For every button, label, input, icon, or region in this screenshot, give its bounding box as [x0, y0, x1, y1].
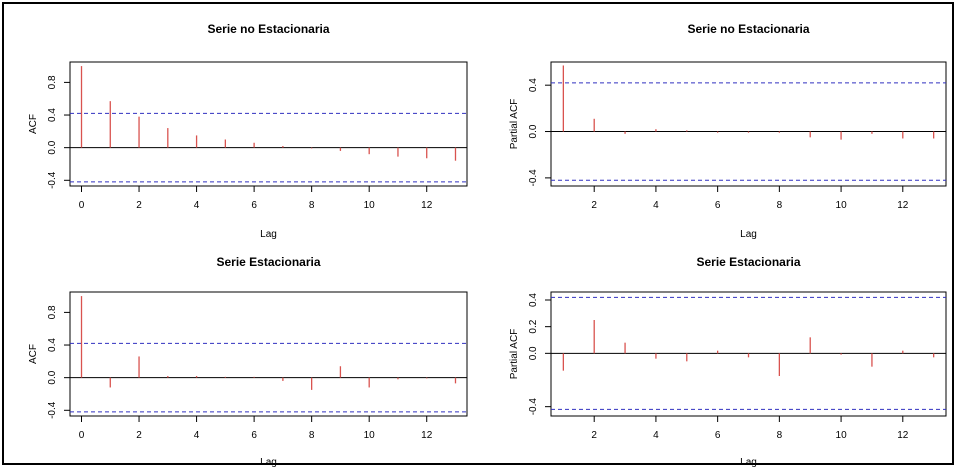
chart-panel-1: Serie no Estacionaria 0 2 4 6 8 10 12 -0.4 0.0 0.4… [28, 22, 468, 240]
chart-3-y-tick-label-3: 0.8 [47, 305, 58, 319]
chart-1-x-tick-label-10: 10 [364, 200, 376, 211]
chart-4-y-tick-label-0: -0.4 [528, 398, 539, 416]
chart-4-x-tick-label-8: 8 [777, 430, 783, 441]
chart-4-x-tick-label-6: 6 [715, 430, 721, 441]
chart-2-plot-box [550, 61, 947, 187]
chart-2-x-tick-label-10: 10 [836, 200, 848, 211]
chart-1-x-tick-label-4: 4 [194, 200, 200, 211]
chart-3-x-tick-label-8: 8 [309, 430, 315, 441]
chart-2-x-tick-label-6: 6 [715, 200, 721, 211]
chart-1-x-axis-label: Lag [260, 229, 277, 240]
chart-3-y-tick-label-1: 0.0 [47, 370, 58, 384]
chart-4-title: Serie Estacionaria [696, 255, 800, 269]
chart-2-y-axis-label: Partial ACF [509, 99, 520, 150]
chart-1-x-tick-label-0: 0 [79, 200, 85, 211]
chart-2-x-axis-label: Lag [740, 229, 757, 240]
chart-3-y-axis-label: ACF [28, 344, 39, 364]
chart-4-x-tick-label-12: 12 [897, 430, 909, 441]
chart-3-x-tick-label-6: 6 [251, 430, 257, 441]
chart-4-y-axis-label: Partial ACF [509, 329, 520, 380]
chart-3-x-tick-label-0: 0 [79, 430, 85, 441]
chart-4-y-tick-label-1: 0.0 [528, 346, 539, 360]
chart-4-x-axis-label: Lag [740, 457, 757, 468]
chart-1-x-tick-label-12: 12 [421, 200, 433, 211]
chart-4-x-tick-label-4: 4 [653, 430, 659, 441]
chart-4-x-tick-label-2: 2 [591, 430, 597, 441]
chart-1-title: Serie no Estacionaria [207, 22, 329, 36]
chart-3-x-tick-label-12: 12 [421, 430, 433, 441]
chart-3-title: Serie Estacionaria [216, 255, 320, 269]
chart-2-y-tick-label-2: 0.4 [528, 78, 539, 92]
chart-1-y-tick-label-0: -0.4 [47, 171, 58, 189]
chart-2-y-tick-label-0: -0.4 [528, 169, 539, 187]
chart-2-x-tick-label-12: 12 [897, 200, 909, 211]
figure-frame [2, 2, 954, 465]
chart-4-y-tick-label-3: 0.4 [528, 293, 539, 307]
chart-1-y-tick-label-3: 0.8 [47, 75, 58, 89]
chart-2-y-tick-label-1: 0.0 [528, 124, 539, 138]
chart-2-x-tick-label-2: 2 [591, 200, 597, 211]
chart-4-plot-box [550, 291, 947, 417]
chart-1-y-axis-label: ACF [28, 114, 39, 134]
chart-4-x-tick-label-10: 10 [836, 430, 848, 441]
chart-3-plot-box [69, 291, 468, 417]
chart-panel-3: Serie Estacionaria 0 2 4 6 8 10 12 -0.4 0.0 0.4 0.8… [28, 255, 468, 468]
chart-3-y-tick-label-2: 0.4 [47, 338, 58, 352]
chart-2-x-tick-label-4: 4 [653, 200, 659, 211]
chart-panel-2: Serie no Estacionaria 2 4 6 8 10 12 -0.4 0.0 0.4 L… [509, 22, 947, 240]
chart-panel-4: Serie Estacionaria 2 4 6 8 10 12 -0.4 0.0 0.2 0.4 L… [509, 255, 947, 468]
chart-3-x-axis-label: Lag [260, 457, 277, 468]
chart-3-y-tick-label-0: -0.4 [47, 401, 58, 419]
chart-1-y-tick-label-1: 0.0 [47, 140, 58, 154]
chart-1-x-tick-label-6: 6 [251, 200, 257, 211]
chart-3-x-tick-label-2: 2 [136, 430, 142, 441]
chart-1-y-tick-label-2: 0.4 [47, 108, 58, 122]
chart-2-x-tick-label-8: 8 [777, 200, 783, 211]
chart-1-x-tick-label-8: 8 [309, 200, 315, 211]
chart-3-x-tick-label-4: 4 [194, 430, 200, 441]
chart-2-title: Serie no Estacionaria [687, 22, 809, 36]
chart-3-x-tick-label-10: 10 [364, 430, 376, 441]
chart-4-y-tick-label-2: 0.2 [528, 319, 539, 333]
chart-1-plot-box [69, 61, 468, 187]
chart-1-x-tick-label-2: 2 [136, 200, 142, 211]
